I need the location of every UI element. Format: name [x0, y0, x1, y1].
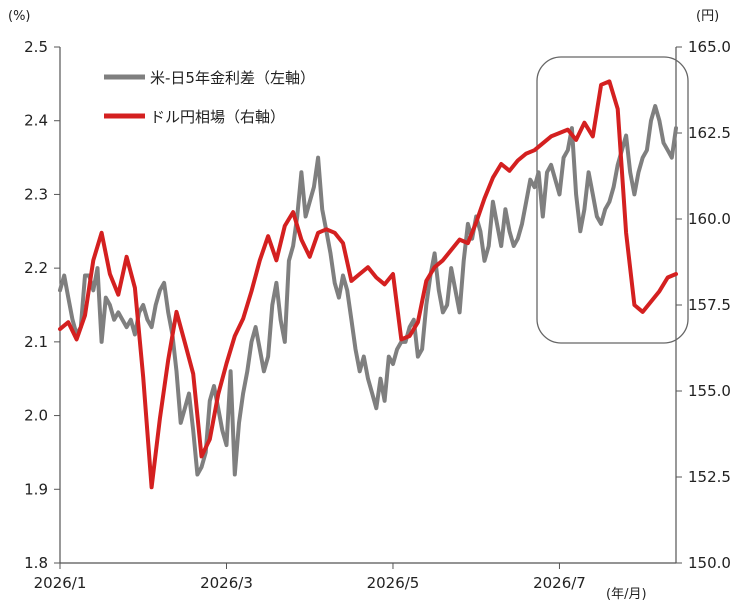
x-tick-label: 2026/7: [533, 574, 586, 592]
right-tick-label: 162.5: [688, 124, 731, 142]
series-line-rate-spread: [58, 104, 678, 477]
tick-labels: 1.8 1.9 2.0 2.1 2.2 2.3 2.4 2.5 150.0 152.5 155.0 1…: [24, 38, 731, 592]
right-tick-label: 160.0: [688, 210, 731, 228]
right-axis-unit: (円): [696, 9, 719, 24]
highlight-box: [536, 56, 689, 344]
x-tick-label: 2026/5: [367, 574, 420, 592]
series-line-usdjpy: [58, 79, 678, 490]
legend: 米-日5年金利差（左軸） ドル円相場（右軸）: [104, 69, 315, 126]
left-tick-label: 2.5: [24, 38, 48, 56]
series-lines: [58, 79, 678, 490]
legend-label: 米-日5年金利差（左軸）: [150, 69, 315, 87]
x-tick-label: 2026/1: [34, 574, 87, 592]
right-tick-label: 155.0: [688, 382, 731, 400]
right-tick-label: 152.5: [688, 468, 731, 486]
left-tick-label: 2.4: [24, 112, 48, 130]
right-tick-label: 165.0: [688, 38, 731, 56]
x-tick-label: 2026/3: [200, 574, 253, 592]
x-axis-unit: (年/月): [606, 587, 647, 602]
left-tick-label: 1.9: [24, 480, 48, 498]
legend-label: ドル円相場（右軸）: [150, 108, 285, 126]
left-tick-label: 2.1: [24, 333, 48, 351]
left-axis-unit: (%): [8, 9, 31, 24]
left-tick-label: 2.2: [24, 259, 48, 277]
right-tick-label: 150.0: [688, 554, 731, 572]
highlight-rect: [536, 56, 689, 344]
left-tick-label: 2.3: [24, 185, 48, 203]
right-tick-label: 157.5: [688, 296, 731, 314]
left-tick-label: 2.0: [24, 407, 48, 425]
left-tick-label: 1.8: [24, 554, 48, 572]
